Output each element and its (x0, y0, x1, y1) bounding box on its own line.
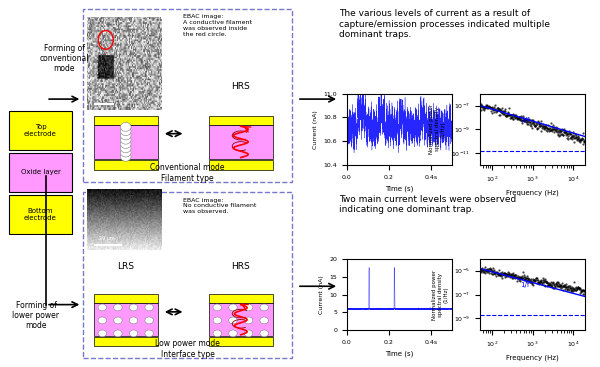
Text: 10 μm: 10 μm (95, 95, 112, 100)
Text: Low power mode
Interface type: Low power mode Interface type (155, 339, 220, 359)
Text: Oxide layer: Oxide layer (20, 170, 61, 175)
Circle shape (229, 330, 237, 337)
Bar (94, 304, 158, 336)
Y-axis label: Current (nA): Current (nA) (313, 110, 318, 149)
Circle shape (113, 317, 122, 324)
Text: Top
electrode: Top electrode (24, 124, 57, 137)
Bar (94, 338, 158, 346)
Circle shape (145, 304, 154, 311)
Circle shape (229, 304, 237, 311)
Circle shape (145, 317, 154, 324)
Circle shape (121, 135, 131, 144)
Y-axis label: Current (nA): Current (nA) (319, 275, 323, 314)
Bar (94, 294, 158, 304)
Circle shape (98, 304, 107, 311)
Circle shape (244, 330, 253, 337)
X-axis label: Time (s): Time (s) (385, 350, 413, 357)
Text: HRS: HRS (232, 82, 250, 91)
Circle shape (121, 144, 131, 153)
X-axis label: Frequency (Hz): Frequency (Hz) (506, 355, 559, 361)
Circle shape (113, 330, 122, 337)
Circle shape (121, 127, 131, 136)
Text: 20 μm: 20 μm (100, 236, 115, 241)
Bar (94, 160, 158, 170)
Text: Conventional mode
Filament type: Conventional mode Filament type (150, 163, 225, 183)
Circle shape (113, 304, 122, 311)
Text: 1/f: 1/f (520, 282, 529, 288)
Circle shape (213, 317, 221, 324)
X-axis label: Time (s): Time (s) (385, 185, 413, 192)
Text: Bottom
electrode: Bottom electrode (24, 208, 57, 221)
Bar (94, 125, 158, 159)
Y-axis label: Normalized power
spectral density
(1/Hz): Normalized power spectral density (1/Hz) (429, 104, 446, 155)
Circle shape (244, 317, 253, 324)
Circle shape (260, 330, 268, 337)
Bar (209, 338, 273, 346)
Circle shape (121, 148, 131, 157)
Text: HRS: HRS (232, 262, 250, 271)
Text: Two main current levels were observed
indicating one dominant trap.: Two main current levels were observed in… (339, 195, 516, 214)
Circle shape (213, 330, 221, 337)
Bar (94, 116, 158, 125)
Bar (209, 160, 273, 170)
Bar (10, 153, 71, 192)
Circle shape (229, 317, 237, 324)
Circle shape (121, 139, 131, 148)
Bar (209, 304, 273, 336)
Circle shape (260, 317, 268, 324)
Text: LRS: LRS (117, 82, 134, 91)
X-axis label: Frequency (Hz): Frequency (Hz) (506, 190, 559, 196)
Circle shape (129, 317, 138, 324)
Bar (209, 125, 273, 159)
Circle shape (244, 304, 253, 311)
Text: 1/f: 1/f (520, 117, 529, 123)
Text: Forming of
conventional
mode: Forming of conventional mode (40, 44, 89, 73)
Text: LRS: LRS (117, 262, 134, 271)
Circle shape (129, 304, 138, 311)
Circle shape (98, 317, 107, 324)
Bar (209, 294, 273, 304)
Y-axis label: Normalized power
spectral density
(1/Hz): Normalized power spectral density (1/Hz) (432, 269, 449, 320)
Circle shape (145, 330, 154, 337)
Bar (10, 111, 71, 150)
Circle shape (98, 330, 107, 337)
Text: EBAC image:
No conductive filament
was observed.: EBAC image: No conductive filament was o… (183, 197, 257, 214)
Circle shape (121, 123, 131, 131)
Circle shape (213, 304, 221, 311)
Circle shape (260, 304, 268, 311)
Bar (10, 195, 71, 234)
Circle shape (121, 131, 131, 140)
Text: Forming of
lower power
mode: Forming of lower power mode (13, 301, 59, 330)
Bar (209, 116, 273, 125)
Circle shape (129, 330, 138, 337)
Circle shape (121, 152, 131, 161)
Text: The various levels of current as a result of
capture/emission processes indicate: The various levels of current as a resul… (339, 9, 550, 39)
Text: EBAC image:
A conductive filament
was observed inside
the red circle.: EBAC image: A conductive filament was ob… (183, 14, 252, 37)
